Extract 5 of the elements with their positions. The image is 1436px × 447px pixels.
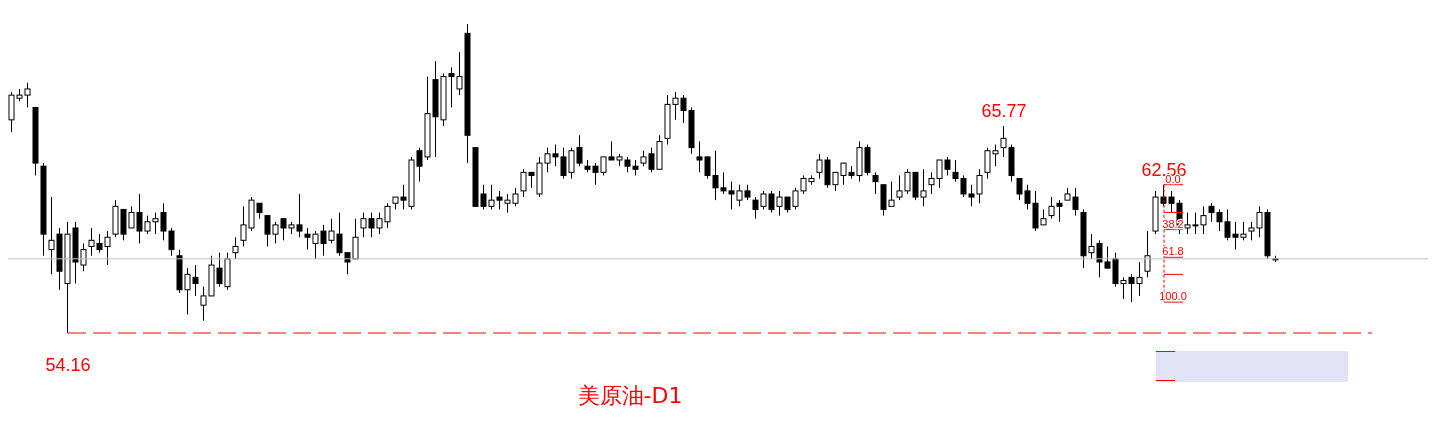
annotation: 54.16 bbox=[45, 355, 91, 375]
annotation: 65.77 bbox=[981, 101, 1027, 122]
annotation: 61.8 bbox=[1162, 245, 1184, 258]
annotation: 100.0 bbox=[1159, 290, 1187, 303]
text: 美原油-D1 bbox=[576, 382, 684, 410]
